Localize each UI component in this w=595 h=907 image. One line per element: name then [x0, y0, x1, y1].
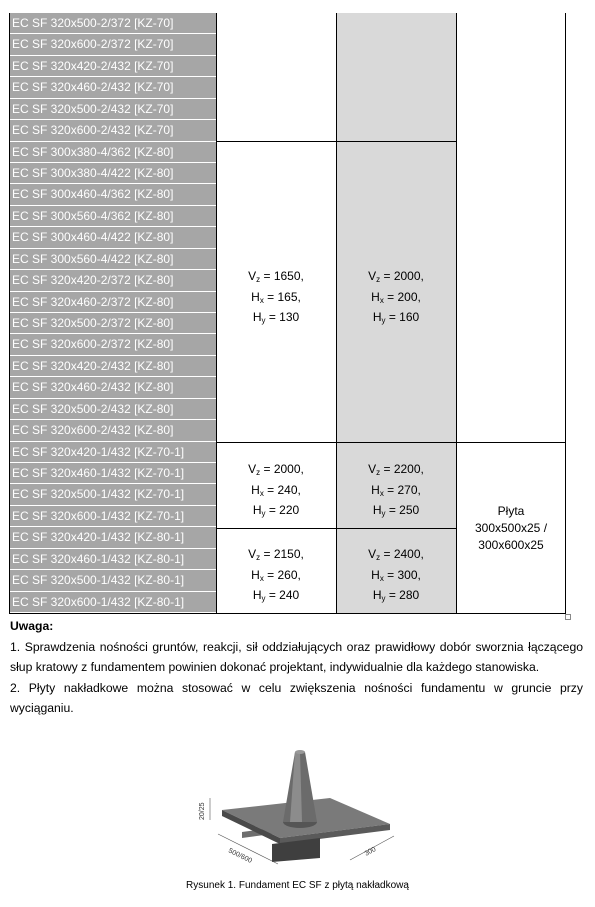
column-divider — [216, 13, 217, 613]
product-name-cell: EC SF 300x560-4/422 [KZ-80] — [9, 248, 216, 271]
product-name-cell: EC SF 320x500-2/432 [KZ-80] — [9, 398, 216, 421]
product-name-cell: EC SF 320x600-1/432 [KZ-70-1] — [9, 505, 216, 528]
note-1: 1. Sprawdzenia nośności gruntów, reakcji… — [10, 639, 583, 675]
product-name-cell: EC SF 320x600-2/372 [KZ-80] — [9, 334, 216, 356]
product-name-cell: EC SF 320x600-1/432 [KZ-80-1] — [9, 591, 216, 613]
table-border-right — [565, 13, 566, 613]
product-name-cell: EC SF 320x500-1/432 [KZ-80-1] — [9, 570, 216, 592]
product-name-cell: EC SF 320x420-1/432 [KZ-80-1] — [9, 527, 216, 549]
group-divider — [216, 141, 456, 142]
main-plate-side — [280, 824, 390, 844]
product-name-cell: EC SF 320x500-2/372 [KZ-70] — [9, 13, 216, 35]
product-name-cell: EC SF 320x460-1/432 [KZ-80-1] — [9, 548, 216, 571]
product-name-cell: EC SF 320x460-2/372 [KZ-80] — [9, 291, 216, 313]
group1-load-a: Vz = 1650, Hx = 165, Hy = 130 — [248, 269, 304, 325]
notes-title: Uwaga: — [10, 619, 54, 633]
table-border-left — [9, 13, 10, 613]
table-resize-handle — [565, 614, 571, 620]
product-name-cell: EC SF 300x380-4/362 [KZ-80] — [9, 141, 216, 163]
product-name-cell: EC SF 320x420-2/372 [KZ-80] — [9, 270, 216, 292]
foundation-figure: 20/25 500/600 300 — [199, 750, 395, 865]
product-name-cell: EC SF 320x600-2/372 [KZ-70] — [9, 34, 216, 56]
product-name-cell: EC SF 300x460-4/362 [KZ-80] — [9, 184, 216, 206]
notes-section: Uwaga: 1. Sprawdzenia nośności gruntów, … — [10, 616, 583, 719]
load-table: EC SF 320x500-2/372 [KZ-70] EC SF 320x600… — [9, 13, 566, 614]
note-2: 2. Płyty nakładkowe można stosować w cel… — [10, 680, 583, 716]
product-name-cell: EC SF 320x420-2/432 [KZ-80] — [9, 355, 216, 378]
dim-width-label: 300 — [364, 846, 378, 858]
product-name-cell: EC SF 320x460-2/432 [KZ-70] — [9, 77, 216, 99]
product-name-cell: EC SF 320x420-1/432 [KZ-70-1] — [9, 441, 216, 463]
product-name-cell: EC SF 320x600-2/432 [KZ-70] — [9, 120, 216, 142]
dim-line-width — [349, 835, 395, 861]
group3-load-a: Vz = 2150, Hx = 260, Hy = 240 — [248, 547, 304, 603]
group-divider — [216, 442, 566, 443]
product-name-cell: EC SF 300x460-4/422 [KZ-80] — [9, 227, 216, 249]
group2-load-b: Vz = 2200, Hx = 270, Hy = 250 — [368, 462, 424, 518]
group2-load-a: Vz = 2000, Hx = 240, Hy = 220 — [248, 462, 304, 518]
post-top — [295, 750, 305, 754]
product-name-cell: EC SF 300x380-4/422 [KZ-80] — [9, 163, 216, 185]
group1-load-b: Vz = 2000, Hx = 200, Hy = 160 — [368, 269, 424, 325]
product-name-cell: EC SF 320x460-1/432 [KZ-70-1] — [9, 463, 216, 485]
product-name-cell: EC SF 320x600-2/432 [KZ-80] — [9, 420, 216, 442]
product-name-cell: EC SF 320x460-2/432 [KZ-80] — [9, 377, 216, 399]
product-name-cell: EC SF 320x420-2/432 [KZ-70] — [9, 55, 216, 78]
main-plate-front — [222, 810, 280, 844]
plate-spec: Płyta 300x500x25 / 300x600x25 — [474, 504, 548, 552]
dim-height-label: 20/25 — [199, 802, 206, 820]
dim-line-length — [217, 833, 279, 865]
base-block — [272, 838, 320, 862]
table-border-bottom — [9, 613, 566, 614]
product-name-cell: EC SF 320x500-2/432 [KZ-70] — [9, 98, 216, 121]
column-divider — [456, 13, 457, 613]
post-highlight — [290, 752, 302, 822]
product-name-cell: EC SF 320x500-2/372 [KZ-80] — [9, 313, 216, 335]
figure-caption: Rysunek 1. Fundament EC SF z płytą nakła… — [186, 880, 409, 891]
column-3-shading — [336, 13, 456, 613]
product-name-cell: EC SF 300x560-4/362 [KZ-80] — [9, 205, 216, 228]
column-divider — [336, 13, 337, 613]
dim-length-label: 500/600 — [227, 848, 253, 865]
group3-load-b: Vz = 2400, Hx = 300, Hy = 280 — [368, 547, 424, 603]
product-name-cell: EC SF 320x500-1/432 [KZ-70-1] — [9, 484, 216, 506]
group-divider — [216, 528, 456, 529]
